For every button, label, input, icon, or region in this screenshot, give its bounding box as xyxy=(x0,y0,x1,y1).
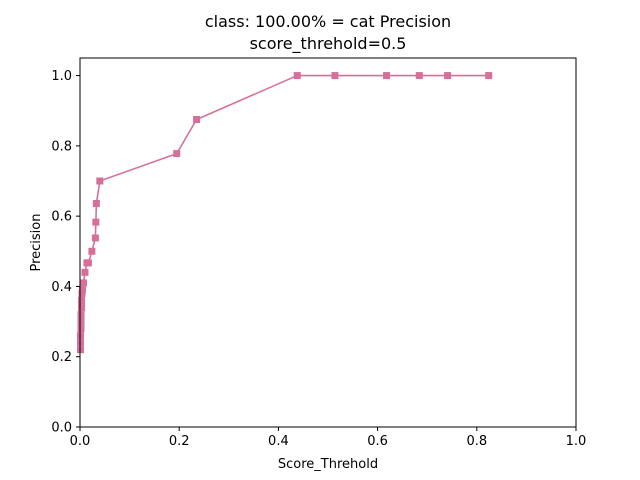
plot-area xyxy=(77,57,577,428)
data-point xyxy=(92,218,100,226)
data-point xyxy=(88,247,96,255)
y-tick-label: 0.0 xyxy=(51,421,72,436)
data-point xyxy=(78,286,86,294)
chart-title-line: class: 100.00% = cat Precision xyxy=(205,12,451,31)
x-tick-label: 0.0 xyxy=(70,434,91,449)
x-tick-label: 1.0 xyxy=(566,434,587,449)
data-point xyxy=(77,318,85,326)
x-axis-label: Score_Threhold xyxy=(278,457,378,472)
data-point xyxy=(77,296,85,304)
chart-title: class: 100.00% = cat Precision score_thre… xyxy=(205,12,451,54)
data-point xyxy=(383,72,391,80)
data-point xyxy=(293,72,301,80)
data-point xyxy=(92,199,100,207)
data-point xyxy=(91,234,99,242)
data-point xyxy=(77,311,85,319)
chart-title-line: score_threhold=0.5 xyxy=(250,34,407,54)
data-point xyxy=(331,72,339,80)
data-point xyxy=(193,116,201,123)
data-point xyxy=(84,259,92,267)
series-line xyxy=(79,74,489,350)
x-axis: 0.0 0.2 0.4 0.6 0.8 1.0 Score_Threhold xyxy=(70,427,587,472)
data-point xyxy=(173,150,181,158)
y-tick-label: 1.0 xyxy=(51,69,72,84)
data-point xyxy=(96,177,104,185)
data-point xyxy=(77,304,85,312)
y-tick-label: 0.6 xyxy=(51,210,72,225)
y-axis-label: Precision xyxy=(29,213,44,271)
y-axis: 0.0 0.2 0.4 0.6 0.8 1.0 Precision xyxy=(29,69,80,436)
x-tick-label: 0.2 xyxy=(169,434,190,449)
data-point xyxy=(415,72,423,80)
data-point xyxy=(485,72,493,80)
y-tick-label: 0.2 xyxy=(51,350,72,365)
data-point xyxy=(444,72,452,80)
x-tick-label: 0.8 xyxy=(466,434,487,449)
y-tick-label: 0.8 xyxy=(51,139,72,154)
y-tick-label: 0.4 xyxy=(51,280,72,295)
data-point xyxy=(78,289,86,297)
plot-frame xyxy=(79,57,577,428)
data-point xyxy=(81,268,89,276)
data-point xyxy=(79,279,87,287)
x-tick-label: 0.4 xyxy=(268,434,289,449)
data-point xyxy=(77,325,85,333)
x-tick-label: 0.6 xyxy=(367,434,388,449)
